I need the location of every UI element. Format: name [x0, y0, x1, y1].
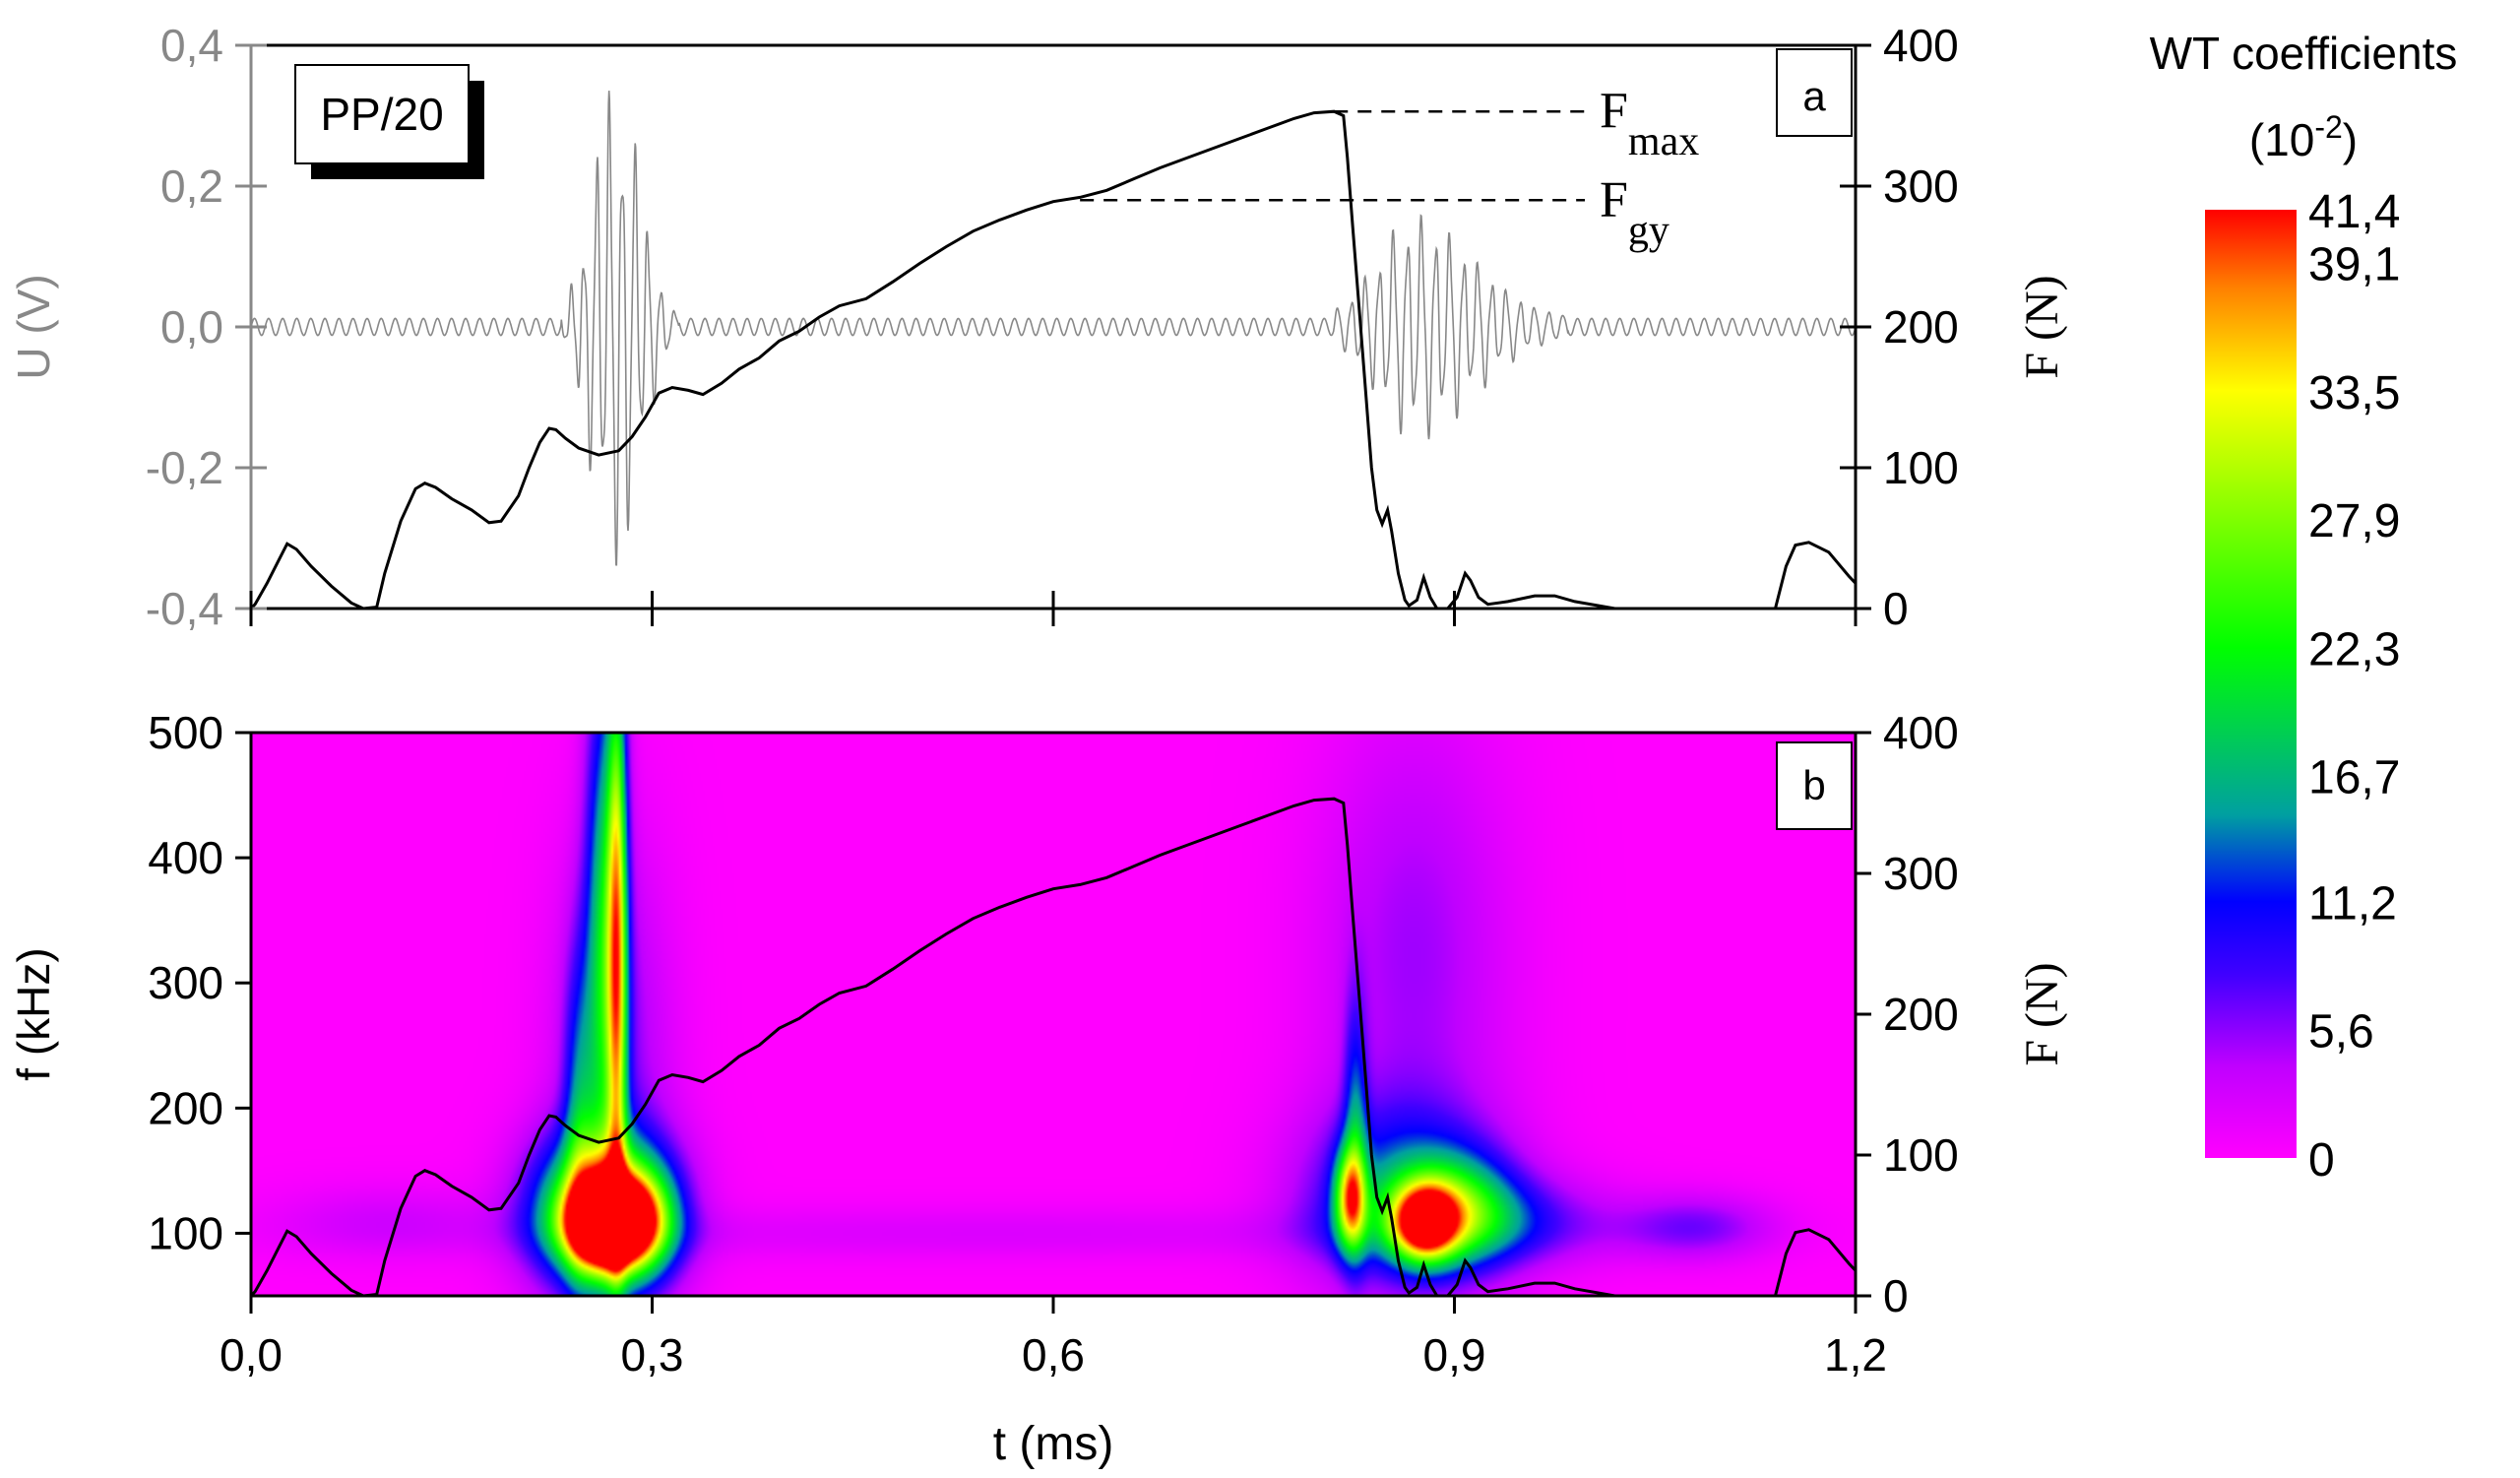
panel-a-left-tick-label: -0,2 — [146, 442, 223, 493]
panel-b-left-tick-label: 400 — [148, 832, 223, 883]
panel-a: 0,4 0,2 0,0 -0,2 -0,4 400 300 200 100 0 U (V) F … — [8, 20, 2068, 634]
colorbar-tick-label: 11,2 — [2308, 877, 2397, 930]
force-line-a — [251, 109, 1856, 609]
fgy-sub: gy — [1628, 208, 1670, 253]
fgy-annotation: Fgy — [1600, 171, 1670, 253]
panel-a-left-tick-label: -0,4 — [146, 583, 223, 634]
x-axis-label: t (ms) — [993, 1418, 1114, 1470]
colorbar-gradient — [2205, 210, 2297, 1158]
colorbar-tick-label: 33,5 — [2308, 367, 2400, 419]
panel-b-letter-box — [1776, 741, 1853, 830]
panel-b-right-ticks: 400 300 200 100 0 — [1856, 707, 1959, 1321]
panel-a-bottom-ticks — [249, 591, 1858, 626]
panel-b-left-tick-label: 100 — [148, 1207, 223, 1258]
panel-a-left-tick-label: 0,4 — [160, 20, 223, 71]
panel-b-right-tick-label: 0 — [1883, 1270, 1909, 1321]
colorbar-tick-label: 16,7 — [2308, 752, 2400, 804]
fmax-annotation: Fmax — [1600, 83, 1699, 164]
colorbar-unit-close: ) — [2343, 114, 2358, 165]
panel-a-left-axis-label: U (V) — [8, 274, 59, 379]
panel-b-left-tick-label: 500 — [148, 707, 223, 758]
fmax-base: F — [1600, 83, 1628, 139]
colorbar-tick-label: 41,4 — [2308, 186, 2400, 238]
colorbar-unit: (10-2) — [2249, 109, 2358, 165]
panel-a-letter: a — [1802, 73, 1826, 119]
colorbar-unit-base: (10 — [2249, 114, 2314, 165]
colorbar-unit-exp: -2 — [2314, 109, 2342, 145]
x-tick-label: 0,9 — [1423, 1329, 1486, 1381]
panel-a-right-tick-label: 100 — [1883, 442, 1959, 493]
panel-b-bottom-ticks: 0,0 0,3 0,6 0,9 1,2 — [220, 1296, 1887, 1381]
panel-b-letter: b — [1802, 762, 1825, 808]
panel-b-left-tick-label: 200 — [148, 1082, 223, 1133]
panel-a-left-tick-label: 0,0 — [160, 301, 223, 353]
fmax-sub: max — [1628, 119, 1699, 164]
sample-label: PP/20 — [320, 89, 443, 140]
x-tick-label: 0,6 — [1022, 1329, 1085, 1381]
colorbar-tick-label: 27,9 — [2308, 495, 2400, 547]
panel-b-left-axis-label: f (kHz) — [8, 947, 59, 1080]
sample-label-box — [294, 64, 470, 164]
force-line-b — [251, 797, 1856, 1296]
panel-b-left-ticks: 500 400 300 200 100 — [148, 707, 251, 1258]
x-tick-label: 0,0 — [220, 1329, 283, 1381]
colorbar-tick-label: 5,6 — [2308, 1006, 2374, 1059]
panel-a-letter-box — [1776, 48, 1853, 137]
panel-b-right-axis-label: F (N) — [2016, 962, 2068, 1065]
panel-b-plot — [251, 733, 1856, 1296]
panel-a-right-tick-label: 400 — [1883, 20, 1959, 71]
wavelet-heatmap — [251, 733, 1856, 1296]
panel-b-right-tick-label: 200 — [1883, 989, 1959, 1040]
x-tick-label: 1,2 — [1824, 1329, 1887, 1381]
panel-a-left-tick-label: 0,2 — [160, 161, 223, 212]
panel-b-right-tick-label: 400 — [1883, 707, 1959, 758]
panel-a-right-ticks: 400 300 200 100 0 — [1840, 20, 1959, 634]
colorbar-tick-label: 0 — [2308, 1134, 2335, 1187]
panel-b-right-tick-label: 300 — [1883, 848, 1959, 899]
panel-b-right-tick-label: 100 — [1883, 1129, 1959, 1181]
colorbar-title: WT coefficients — [2150, 28, 2458, 79]
panel-a-right-axis-label: F (N) — [2016, 275, 2068, 378]
colorbar: WT coefficients (10-2) 41,439,1 33,5 27,9 2… — [2150, 28, 2458, 1187]
panel-a-plot — [251, 91, 1856, 609]
panel-a-left-ticks: 0,4 0,2 0,0 -0,2 -0,4 — [146, 20, 267, 634]
voltage-signal-line — [251, 91, 1856, 566]
panel-b-left-tick-label: 300 — [148, 957, 223, 1008]
colorbar-tick-label: 22,3 — [2308, 623, 2400, 675]
x-tick-label: 0,3 — [621, 1329, 684, 1381]
panel-a-right-tick-label: 200 — [1883, 301, 1959, 353]
colorbar-tick-label: 39,1 — [2308, 239, 2400, 291]
panel-a-right-tick-label: 0 — [1883, 583, 1909, 634]
panel-a-right-tick-label: 300 — [1883, 161, 1959, 212]
colorbar-labels: 41,439,1 33,5 27,9 22,3 16,7 11,2 5,6 0 — [2308, 186, 2400, 1187]
fgy-base: F — [1600, 171, 1628, 227]
